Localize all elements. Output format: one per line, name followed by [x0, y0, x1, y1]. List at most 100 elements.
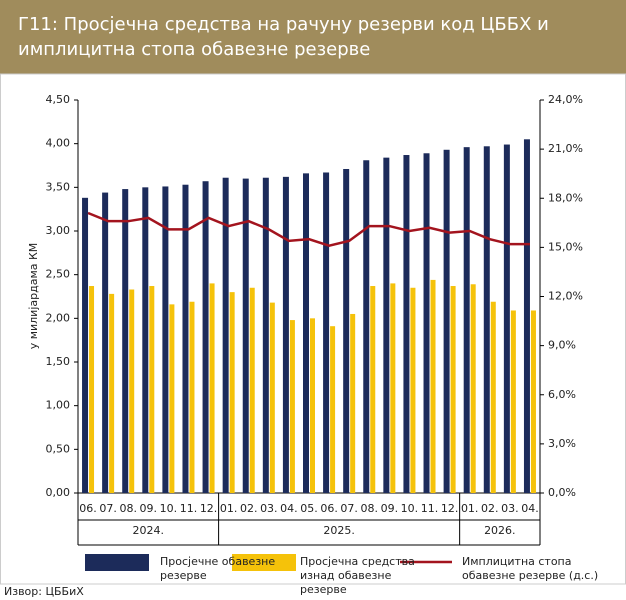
bar [129, 289, 135, 493]
x-tick-label: 03. [501, 502, 519, 515]
y-tick-label: 4,00 [46, 137, 71, 150]
bar [149, 286, 155, 493]
bar [390, 283, 396, 493]
bar [523, 139, 530, 494]
group-label: 2025. [323, 524, 355, 537]
chart-title: Г11: Просјечна средства на рачуну резерв… [18, 14, 549, 60]
bar [262, 177, 269, 493]
legend-label: Имплицитна стопа обавезне резерве (д.с.) [462, 555, 599, 582]
bar [109, 293, 115, 493]
x-tick-label: 12. [441, 502, 459, 515]
bar [403, 155, 410, 493]
bar [209, 283, 215, 493]
group-label: 2026. [484, 524, 516, 537]
bar [330, 326, 336, 493]
y-tick-label: 2,00 [46, 311, 71, 324]
x-tick-label: 10. [401, 502, 419, 515]
legend-label: Просјечне обавезне резерве [160, 555, 276, 582]
bar [269, 302, 275, 493]
bar [303, 173, 309, 494]
bar [410, 287, 416, 493]
y2-tick-label: 15,0% [548, 240, 583, 253]
x-tick-label: 08. [361, 502, 379, 515]
x-tick-label: 09. [140, 502, 158, 515]
x-tick-label: 04. [521, 502, 539, 515]
legend-swatch [232, 554, 296, 571]
bar [222, 177, 229, 493]
bar [142, 187, 149, 494]
y2-tick-label: 12,0% [548, 290, 583, 303]
bar [102, 192, 109, 493]
x-tick-label: 06. [79, 502, 97, 515]
y-tick-label: 2,50 [46, 268, 71, 281]
x-tick-label: 12. [200, 502, 218, 515]
bar [383, 157, 390, 493]
y2-tick-label: 21,0% [548, 142, 583, 155]
y-tick-label: 1,00 [46, 399, 71, 412]
x-tick-label: 11. [180, 502, 198, 515]
bar [310, 318, 315, 493]
bar [430, 279, 436, 493]
bar [323, 172, 330, 493]
bar [510, 310, 516, 493]
y-tick-label: 3,50 [46, 180, 71, 193]
x-tick-label: 01. [220, 502, 238, 515]
x-tick-label: 02. [481, 502, 499, 515]
bar [249, 287, 255, 493]
bar [229, 292, 235, 493]
bar [182, 184, 189, 494]
line [87, 211, 530, 248]
y-tick-label: 1,50 [46, 355, 71, 368]
y-axis-label: у милијардама КМ [27, 243, 40, 350]
y-tick-label: 0,00 [46, 486, 71, 499]
y-tick-label: 3,00 [46, 224, 71, 237]
bar [202, 181, 209, 493]
x-tick-label: 04. [280, 502, 298, 515]
bar [370, 286, 376, 493]
bar [189, 301, 195, 493]
y-tick-label: 4,50 [46, 93, 71, 106]
legend-swatch [85, 554, 149, 571]
y2-tick-label: 18,0% [548, 191, 583, 204]
y2-tick-label: 9,0% [548, 339, 576, 352]
y2-tick-label: 3,0% [548, 437, 576, 450]
bar [463, 147, 470, 493]
group-label: 2024. [133, 524, 165, 537]
y-tick-label: 0,50 [46, 442, 71, 455]
bar [89, 286, 95, 493]
y2-tick-label: 6,0% [548, 388, 576, 401]
bar [530, 310, 536, 493]
bar [450, 286, 456, 493]
x-tick-label: 05. [300, 502, 318, 515]
bar [82, 197, 89, 493]
bar [470, 284, 476, 493]
x-tick-label: 07. [340, 502, 358, 515]
bar [490, 301, 496, 493]
bar [503, 144, 510, 494]
bar [483, 146, 490, 493]
x-tick-label: 02. [240, 502, 258, 515]
bar [343, 168, 350, 493]
bar [242, 178, 249, 493]
x-tick-label: 10. [160, 502, 178, 515]
source: Извор: ЦББиХ [4, 585, 84, 598]
bar [363, 160, 370, 493]
bar [282, 176, 289, 493]
bar [423, 153, 430, 494]
bar [289, 320, 295, 493]
x-tick-label: 06. [320, 502, 338, 515]
x-tick-label: 11. [421, 502, 439, 515]
y2-tick-label: 24,0% [548, 93, 583, 106]
bar [350, 313, 356, 493]
x-tick-label: 01. [461, 502, 479, 515]
x-tick-label: 03. [260, 502, 278, 515]
x-tick-label: 08. [119, 502, 137, 515]
bar [443, 149, 450, 493]
y2-tick-label: 0,0% [548, 486, 576, 499]
bar [169, 304, 175, 493]
legend-label: Просјечна средства изнад обавезне резерв… [300, 555, 415, 596]
header: Г11: Просјечна средства на рачуну резерв… [0, 0, 626, 74]
x-tick-label: 09. [381, 502, 399, 515]
